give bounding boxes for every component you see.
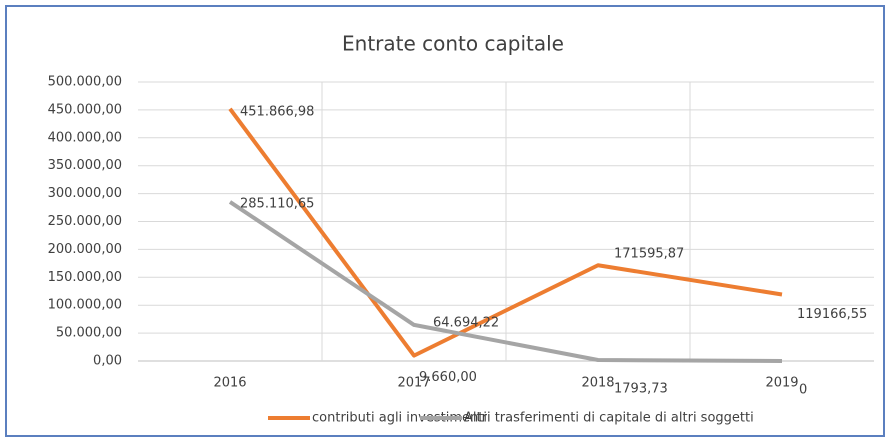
y-tick-label: 150.000,00 — [48, 270, 122, 285]
plot: 0,00 50.000,00 100.000,00 150.000,00 200.000… — [48, 75, 874, 426]
x-tick-label: 2018 — [581, 376, 614, 391]
y-tick-label: 450.000,00 — [48, 102, 122, 117]
data-label: 285.110,65 — [240, 196, 314, 211]
data-label: 0 — [799, 383, 807, 398]
y-tick-label: 300.000,00 — [48, 186, 122, 201]
data-label: 9.660,00 — [419, 370, 477, 385]
series-line — [228, 107, 783, 358]
y-tick-label: 200.000,00 — [48, 242, 122, 257]
x-tick-label: 2019 — [765, 376, 798, 391]
y-tick-label: 500.000,00 — [48, 75, 122, 90]
chart-title: Entrate conto capitale — [342, 32, 564, 56]
y-tick-label: 50.000,00 — [56, 326, 122, 341]
legend-label: contributi agli investimenti — [312, 411, 487, 426]
data-label: 119166,55 — [797, 307, 867, 322]
x-tick-label: 2017 — [397, 376, 430, 391]
y-tick-label: 400.000,00 — [48, 130, 122, 145]
data-label: 451.866,98 — [240, 104, 314, 119]
y-tick-label: 100.000,00 — [48, 298, 122, 313]
data-label: 64.694,22 — [433, 315, 499, 330]
legend-label: Altri trasferimenti di capitale di altri… — [464, 411, 754, 426]
y-tick-label: 350.000,00 — [48, 158, 122, 173]
data-label: 171595,87 — [614, 247, 684, 262]
y-tick-label: 250.000,00 — [48, 214, 122, 229]
data-label: 1793,73 — [614, 381, 668, 396]
x-tick-label: 2016 — [213, 376, 246, 391]
y-tick-label: 0,00 — [93, 354, 122, 369]
series-line — [228, 200, 783, 363]
